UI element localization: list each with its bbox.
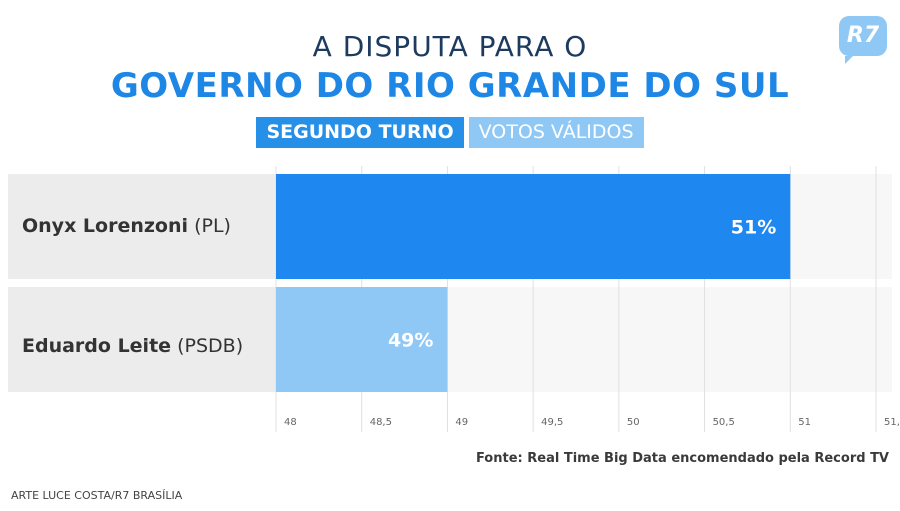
candidate-party: (PL): [194, 215, 231, 237]
art-credit: ARTE LUCE COSTA/R7 BRASÍLIA: [11, 489, 183, 502]
x-tick-label: 49,5: [541, 417, 563, 428]
row-background-2: [8, 287, 276, 392]
bar-value-label: 51%: [731, 217, 776, 239]
x-tick-label: 50: [627, 417, 640, 428]
bar-2: [276, 287, 448, 392]
row-background-1: [8, 174, 276, 279]
tag-votos-validos: VOTOS VÁLIDOS: [468, 117, 644, 148]
x-tick-label: 51: [798, 417, 811, 428]
candidate-name: Eduardo Leite: [22, 335, 172, 357]
title-line2: GOVERNO DO RIO GRANDE DO SUL: [110, 66, 790, 106]
tag-segundo-turno: SEGUNDO TURNO: [256, 117, 464, 148]
category-label-eduardo: Eduardo Leite (PSDB): [22, 335, 243, 357]
x-tick-label: 50,5: [713, 417, 735, 428]
r7-logo: R7: [839, 16, 887, 64]
subtitle-tags: SEGUNDO TURNO VOTOS VÁLIDOS: [0, 117, 900, 148]
category-label-onyx: Onyx Lorenzoni (PL): [22, 215, 231, 237]
candidate-party: (PSDB): [177, 335, 244, 357]
title-line1: A DISPUTA PARA O: [312, 30, 588, 63]
bar-1: [276, 174, 791, 279]
x-tick-label: 48,5: [370, 417, 392, 428]
x-tick-label: 48: [284, 417, 297, 428]
x-tick-label: 49: [455, 417, 468, 428]
bar-value-label: 49%: [388, 330, 433, 352]
x-tick-label: 51,5: [884, 417, 900, 428]
candidate-name: Onyx Lorenzoni: [22, 215, 189, 237]
source-note: Fonte: Real Time Big Data encomendado pe…: [475, 451, 889, 466]
